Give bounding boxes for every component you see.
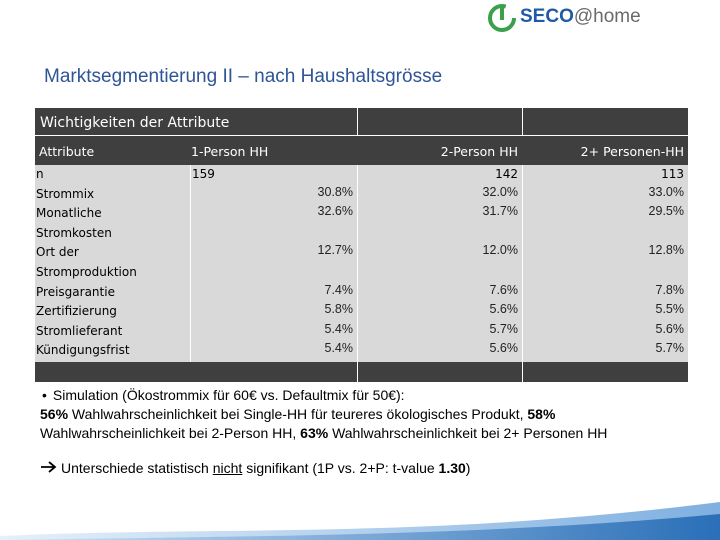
row-label: Stromproduktion	[36, 265, 137, 279]
column-header: 2-Person HH	[440, 144, 518, 159]
column-separator	[357, 165, 358, 362]
table-cell: 30.8%	[317, 184, 353, 199]
column-header: 2+ Personen-HH	[580, 144, 684, 159]
note-emphasis: 1.30	[438, 460, 466, 476]
table-caption: Wichtigkeiten der Attribute	[40, 115, 230, 131]
note-line: Wahlwahrscheinlichkeit bei 2-Person HH, …	[40, 424, 607, 443]
footer-wave	[0, 502, 720, 540]
note: Unterschiede statistisch nicht signifika…	[40, 459, 470, 478]
column-separator	[190, 165, 191, 362]
arrow-icon	[41, 461, 57, 473]
note-emphasis: 56%	[40, 406, 69, 422]
note-emphasis: 63%	[300, 425, 329, 441]
bullet: •	[42, 387, 47, 403]
note-text: signifikant (1P vs. 2+P: t-value	[242, 460, 439, 476]
note-line: Simulation (Ökostrommix für 60€ vs. Defa…	[53, 387, 405, 403]
note-text: Wahlwahrscheinlichkeit bei Single-HH für…	[68, 406, 528, 422]
row-separator	[35, 135, 688, 136]
table-cell: 33.0%	[648, 184, 684, 199]
footer-row	[35, 362, 688, 382]
table-cell: 32.6%	[317, 204, 353, 219]
table-cell: 7.8%	[655, 282, 685, 297]
column-separator	[357, 362, 358, 382]
table-cell: 12.7%	[317, 243, 353, 258]
table-cell: 5.7%	[489, 321, 519, 336]
table-cell: 142	[495, 167, 518, 181]
note-text: Wahlwahrscheinlichkeit bei 2+ Personen H…	[328, 425, 608, 441]
note-text: Simulation (Ökostrommix für 60€ vs. Defa…	[52, 387, 405, 403]
row-label: Kündigungsfrist	[36, 343, 130, 358]
table-cell: 7.4%	[324, 282, 354, 297]
note-line: 56% Wahlwahrscheinlichkeit bei Single-HH…	[40, 405, 607, 424]
table-cell: 31.7%	[482, 204, 518, 219]
row-label: Stromlieferant	[36, 323, 123, 338]
note-emphasis: nicht	[212, 460, 243, 476]
logo-suffix: @home	[573, 6, 641, 27]
row-label: Strommix	[36, 186, 95, 201]
note-text: )	[465, 460, 471, 476]
table-cell: 5.6%	[489, 341, 519, 356]
note-text: Wahlwahrscheinlichkeit bei 2-Person HH,	[40, 425, 301, 441]
logo: SECO@home	[520, 6, 641, 28]
note: • Simulation (Ökostrommix für 60€ vs. Def…	[40, 386, 607, 443]
table-cell: 113	[661, 167, 684, 181]
table-cell: 12.0%	[482, 243, 518, 258]
header-row	[35, 135, 688, 165]
logo-icon	[488, 4, 516, 32]
table-cell: 5.6%	[489, 302, 519, 317]
table-cell: 5.4%	[324, 341, 354, 356]
column-separator	[357, 108, 358, 135]
table-cell: 29.5%	[648, 204, 684, 219]
table-cell: 159	[192, 167, 215, 181]
note-emphasis: 58%	[527, 406, 556, 422]
slide-title: Marktsegmentierung II – nach Haushaltsgr…	[44, 66, 443, 87]
table-cell: 7.6%	[489, 282, 519, 297]
row-label: n	[36, 167, 44, 181]
table-cell: 5.7%	[655, 341, 685, 356]
note-text: Unterschiede statistisch	[61, 460, 213, 476]
note-line: Unterschiede statistisch nicht signifika…	[40, 459, 470, 478]
column-header: 1-Person HH	[191, 144, 269, 159]
column-separator	[522, 362, 523, 382]
row-label: Zertifizierung	[36, 304, 117, 319]
caption-row	[35, 108, 688, 135]
column-header: Attribute	[39, 144, 95, 159]
body-bg	[35, 165, 688, 362]
table-cell: 5.5%	[655, 302, 685, 317]
table-cell: 5.4%	[324, 321, 354, 336]
column-separator	[522, 108, 523, 135]
row-label: Monatliche	[36, 206, 102, 221]
row-label: Preisgarantie	[36, 284, 115, 299]
row-label: Ort der	[36, 245, 79, 260]
table-cell: 5.6%	[655, 321, 685, 336]
logo-brand: SECO	[520, 6, 574, 27]
table-cell: 5.8%	[324, 302, 354, 317]
table-cell: 12.8%	[648, 243, 684, 258]
table-cell: 32.0%	[482, 184, 518, 199]
column-separator	[522, 165, 523, 362]
row-label: Stromkosten	[36, 225, 112, 240]
